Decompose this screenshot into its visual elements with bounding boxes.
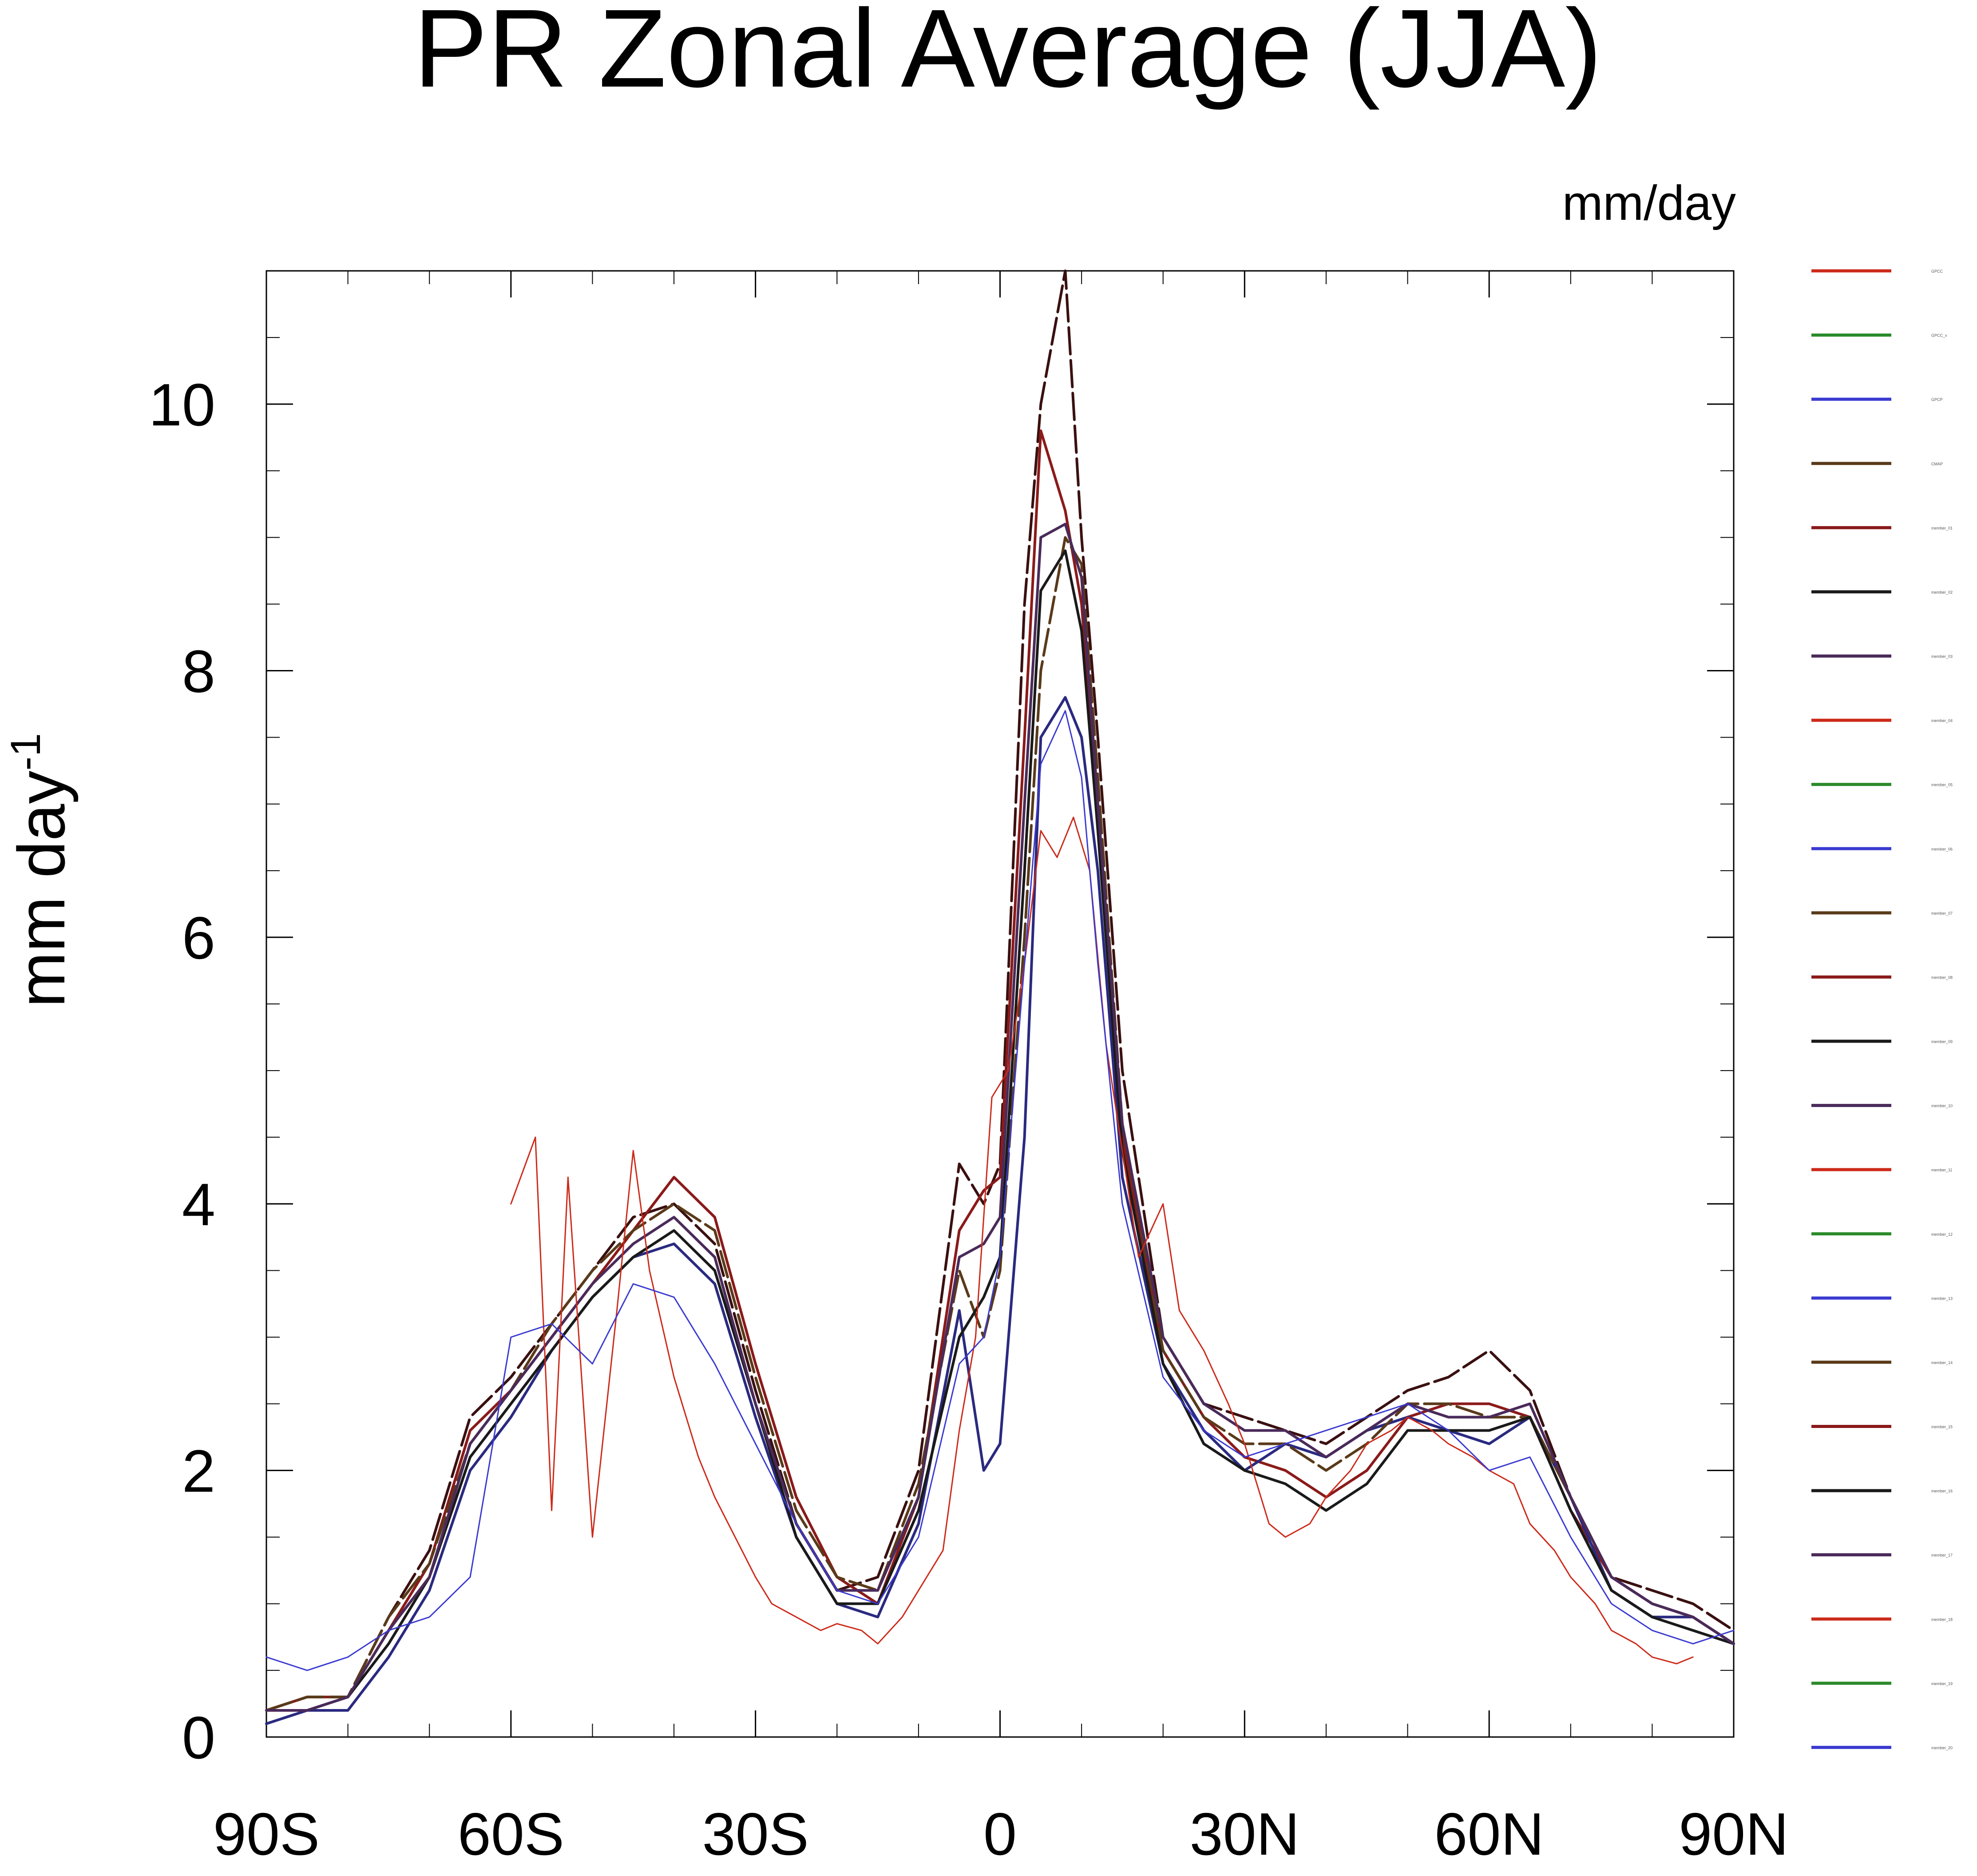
plot-frame [265,270,1735,1738]
y-tick-label: 6 [182,904,215,972]
legend-label: member_08 [1931,975,1953,980]
y-axis-label-exponent: -1 [2,733,49,770]
data-series [265,270,1735,1725]
x-tick-label: 90S [213,1801,320,1868]
y-tick-label: 8 [182,638,215,705]
legend-label: member_15 [1931,1425,1953,1429]
series-line [265,549,1735,1712]
y-tick-label: 0 [182,1704,215,1771]
legend-label: CMAP [1931,462,1943,466]
series-line [265,270,1735,1712]
x-tick-label: 60S [458,1801,564,1868]
legend-label: member_05 [1931,783,1953,787]
y-tick-label: 10 [149,371,215,438]
legend-label: member_02 [1931,590,1953,595]
y-axis-label-text: mm day [4,771,79,1007]
legend-label: GPCC [1931,269,1943,274]
series-line [265,429,1735,1712]
x-tick-label: 60N [1434,1801,1544,1868]
x-tick-label: 0 [983,1801,1017,1868]
legend-label: member_14 [1931,1360,1953,1365]
y-tick-label: 4 [182,1171,215,1238]
legend-label: member_03 [1931,654,1953,659]
legend-label: member_01 [1931,526,1953,530]
y-tick-label: 2 [182,1438,215,1505]
legend-label: member_09 [1931,1039,1953,1044]
series-line [510,817,1694,1665]
legend-label: member_06 [1931,847,1953,851]
units-label: mm/day [1562,176,1736,230]
legend-label: member_17 [1931,1553,1953,1558]
chart-title: PR Zonal Average (JJA) [413,0,1602,110]
legend-label: member_16 [1931,1489,1953,1493]
x-tick-label: 30N [1190,1801,1300,1868]
series-line [265,523,1735,1712]
legend-label: member_18 [1931,1617,1953,1622]
series-line [265,696,1735,1725]
x-tick-label: 30S [702,1801,809,1868]
legend-label: member_04 [1931,718,1953,723]
svg-text:mm day-1: mm day-1 [2,733,79,1007]
legend-label: GPCC_v [1931,333,1947,338]
legend-label: member_13 [1931,1296,1953,1301]
legend-label: member_12 [1931,1232,1953,1237]
legend: GPCC GPCC_v GPCP CMAP member_01 member_02memb… [1811,269,1953,1750]
series-line [265,710,1735,1671]
legend-label: member_11 [1931,1168,1952,1172]
legend-label: member_10 [1931,1104,1953,1108]
legend-label: GPCP [1931,397,1943,402]
legend-label: member_07 [1931,911,1953,916]
y-axis-label: mm day-1 [2,733,79,1007]
legend-label: member_19 [1931,1682,1953,1686]
legend-label: member_20 [1931,1745,1953,1750]
x-tick-label: 90N [1679,1801,1789,1868]
axis-ticks: 90S 60S 30S 0 30N 60N 90N 0 2 4 6 8 10 [149,270,1789,1868]
series-line [265,536,1735,1712]
